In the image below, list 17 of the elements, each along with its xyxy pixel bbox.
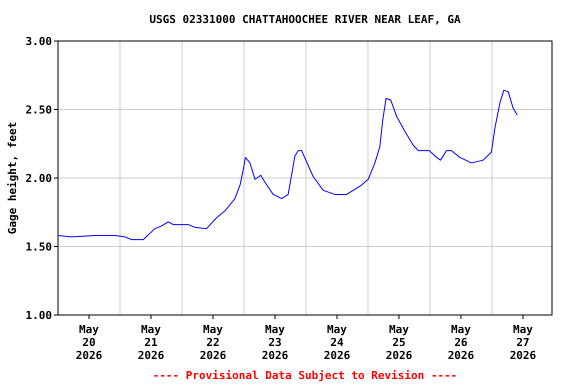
x-tick-label: May 22 2026 (200, 323, 227, 362)
x-tick-label: May 26 2026 (448, 323, 475, 362)
y-axis-title: Gage height, feet (6, 122, 19, 234)
y-tick-label: 1.50 (26, 240, 52, 254)
x-tick-label: May 24 2026 (324, 323, 351, 362)
x-tick-label: May 23 2026 (262, 323, 289, 362)
y-tick-label: 3.00 (26, 34, 52, 48)
y-tick-label: 2.00 (26, 172, 52, 185)
y-tick-label: 2.50 (26, 103, 52, 116)
x-tick-label: May 20 2026 (76, 323, 103, 362)
line-series (58, 90, 518, 240)
x-tick-label: May 27 2026 (510, 323, 537, 362)
text: ---- Provisional Data Subject to Revision ---- (152, 369, 458, 382)
x-tick-label: May 21 2026 (138, 323, 165, 362)
x-tick-label: May 25 2026 (386, 323, 413, 362)
y-tick-label: 1.00 (26, 308, 52, 322)
chart-title: USGS 02331000 CHATTAHOOCHEE RIVER NEAR LEAF, GA (149, 13, 462, 26)
